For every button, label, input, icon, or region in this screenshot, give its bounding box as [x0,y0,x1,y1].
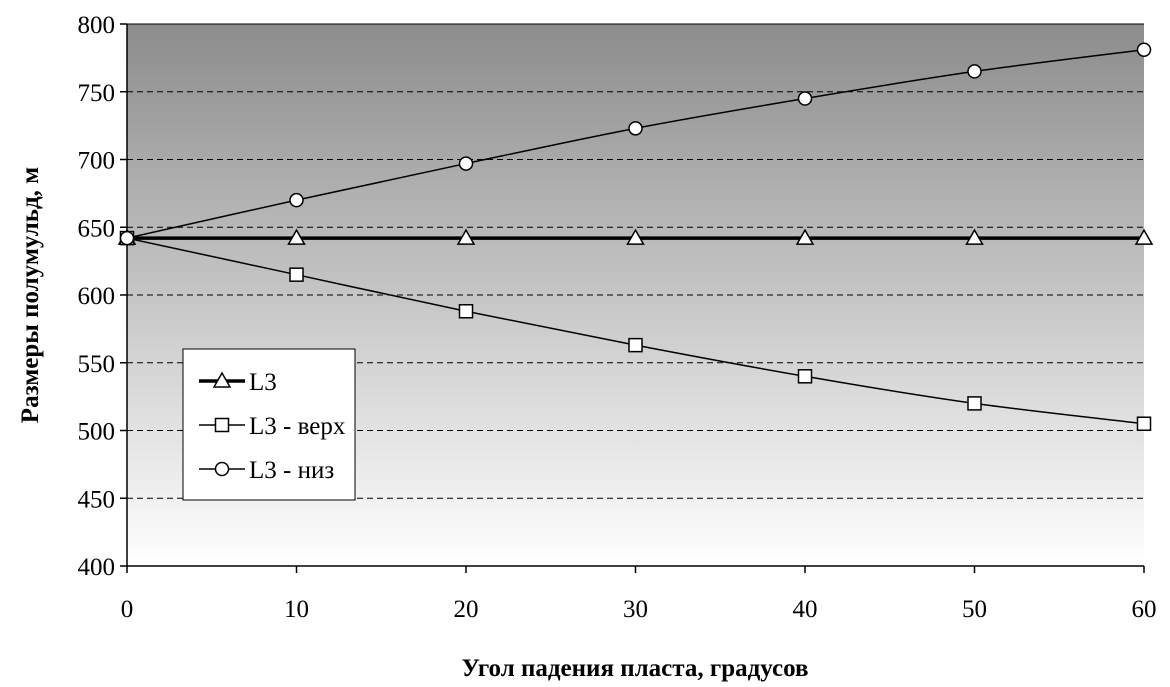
legend-marker-0 [212,371,232,388]
legend-label-2: L3 - низ [249,457,334,484]
legend-label-0: L3 [249,369,277,396]
series-0-point-3 [626,228,645,245]
y-tick-label-550: 550 [78,351,116,378]
series-1-point-4 [797,369,813,384]
series-1-point-6 [1136,416,1152,431]
x-tick-label-0: 0 [121,596,134,623]
series-2-point-3 [628,121,643,136]
series-2-point-2 [458,156,474,171]
series-1-point-5 [967,396,982,411]
legend-label-1: L3 - верх [249,413,346,440]
series-2-point-1 [289,192,304,208]
series-0-point-4 [795,228,815,245]
series-2-point-0 [119,230,135,246]
y-tick-label-500: 500 [78,419,116,446]
x-tick-label-10: 10 [284,596,309,623]
x-tick-label-20: 20 [454,596,479,623]
series-markers [117,42,1154,431]
series-2-point-5 [967,64,982,79]
x-tick-label-30: 30 [623,596,648,623]
y-tick-label-750: 750 [78,80,116,107]
y-tick-label-700: 700 [78,148,116,175]
y-tick-label-450: 450 [78,486,116,513]
x-tick-label-40: 40 [793,596,818,623]
x-tick-labels: 0 10 20 30 40 50 60 [121,596,1157,623]
series-0-point-6 [1134,228,1154,245]
series-0-point-2 [456,228,476,245]
series-2-point-6 [1136,42,1152,57]
x-axis-title: Угол падения пласта, градусов [462,655,809,682]
series-1-point-2 [458,304,474,319]
legend-marker-2 [214,461,230,477]
series-1-point-1 [289,267,304,282]
y-tick-label-600: 600 [78,283,116,310]
y-axis-title: Размеры полумульд, м [17,167,44,423]
legend-marker-1 [214,417,230,433]
legend: L3 L3 - верх L3 - низ [182,348,356,501]
y-tick-labels: 400 450 500 550 600 650 700 750 800 [78,12,116,581]
y-tick-label-400: 400 [78,554,116,581]
axes [120,23,1145,573]
series-1-point-3 [628,337,643,353]
x-tick-label-60: 60 [1132,596,1157,623]
series-2-point-4 [797,91,813,106]
y-tick-label-800: 800 [78,12,116,39]
series-0-point-1 [287,228,306,245]
y-tick-label-650: 650 [78,215,116,242]
series-0-point-5 [965,228,984,245]
x-tick-label-50: 50 [962,596,987,623]
